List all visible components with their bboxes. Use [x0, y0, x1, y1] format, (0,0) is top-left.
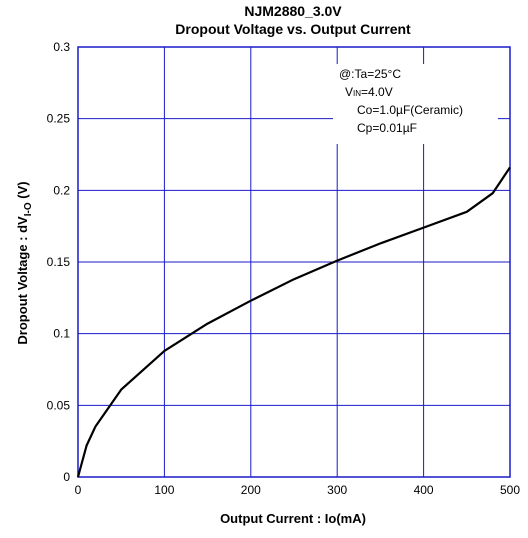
- annotation-line-2-rest: =4.0V: [361, 85, 393, 99]
- y-axis-label-main: Dropout Voltage : dV: [15, 216, 30, 345]
- y-tick-label: 0.25: [47, 112, 71, 126]
- annotation-background: [333, 64, 498, 144]
- dropout-voltage-line: [76, 166, 511, 478]
- x-tick-label: 100: [154, 483, 174, 497]
- x-axis-label: Output Current : Io(mA): [220, 511, 366, 526]
- y-tick-label: 0: [63, 470, 70, 484]
- y-tick-label: 0.2: [53, 183, 70, 197]
- annotation-line-3: Co=1.0µF(Ceramic): [357, 103, 463, 117]
- tick-labels: 0 100 200 300 400 500 0 0.05 0.1 0.15 0.2 0.25 0.3: [47, 40, 521, 497]
- x-tick-label: 200: [241, 483, 261, 497]
- series-layer: [76, 166, 511, 478]
- annotation-line-1: @:Ta=25°C: [339, 67, 401, 81]
- y-tick-label: 0.05: [47, 398, 71, 412]
- y-tick-label: 0.1: [53, 327, 70, 341]
- chart-title: NJM2880_3.0V: [244, 3, 342, 19]
- x-tick-label: 300: [327, 483, 347, 497]
- y-axis-label-unit: (V): [15, 181, 30, 202]
- x-tick-label: 0: [75, 483, 82, 497]
- annotation-line-2-main: V: [345, 85, 353, 99]
- x-tick-label: 500: [500, 483, 520, 497]
- plot-frame: [77, 46, 511, 478]
- conditions-annotation: @:Ta=25°C VIN=4.0V Co=1.0µF(Ceramic) Cp=…: [333, 64, 498, 144]
- annotation-line-2: VIN=4.0V: [345, 85, 393, 99]
- y-axis-label: Dropout Voltage : dVI-O (V): [15, 181, 34, 344]
- y-tick-label: 0.3: [53, 40, 70, 54]
- chart-subtitle: Dropout Voltage vs. Output Current: [175, 21, 411, 37]
- y-tick-label: 0.15: [47, 255, 71, 269]
- x-tick-label: 400: [414, 483, 434, 497]
- y-axis-label-sub: I-O: [23, 202, 34, 216]
- annotation-line-2-sub: IN: [353, 89, 361, 98]
- annotation-line-4: Cp=0.01µF: [357, 121, 417, 135]
